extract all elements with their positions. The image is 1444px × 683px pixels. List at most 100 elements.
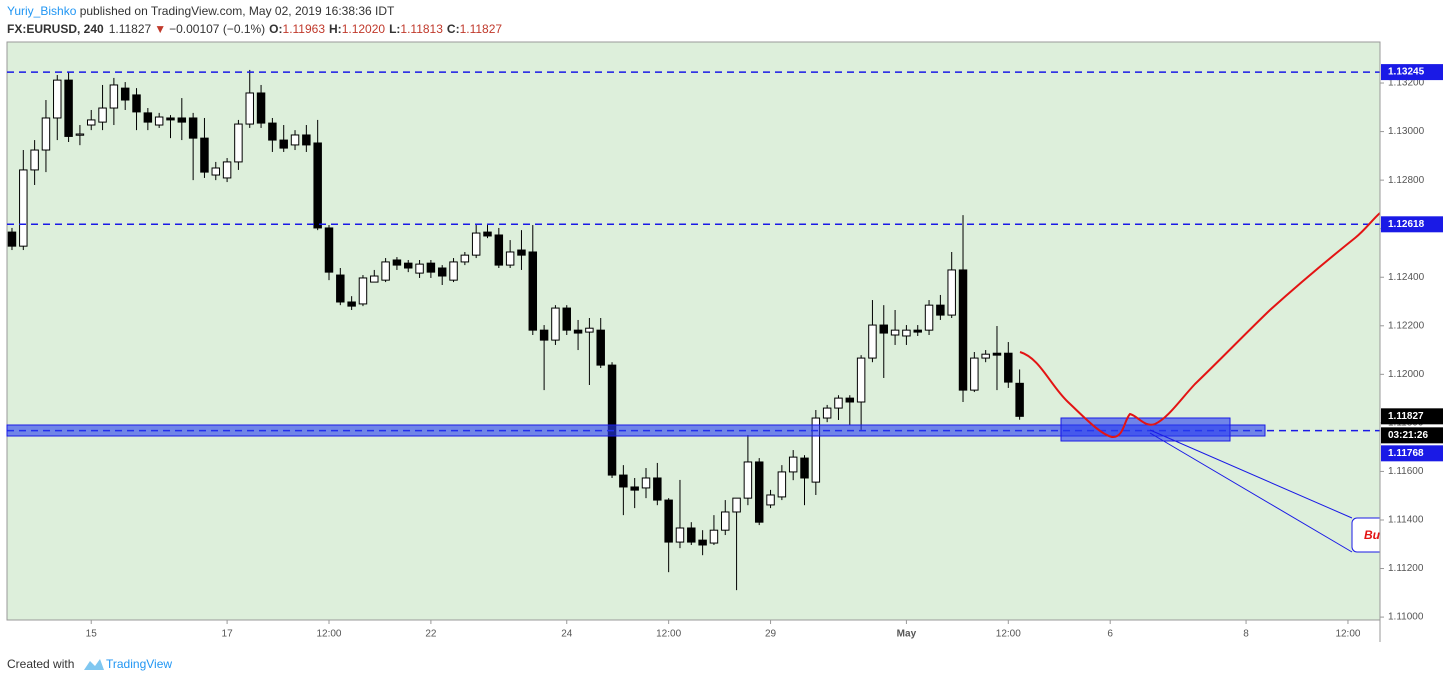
candle-body: [279, 139, 288, 149]
candle-body: [687, 527, 696, 543]
candle-body: [619, 474, 628, 488]
candle-body: [664, 499, 673, 543]
candle-body: [743, 461, 753, 499]
candle-body: [958, 269, 968, 391]
candle-body: [86, 119, 96, 126]
candle-body: [200, 137, 209, 173]
y-tick-label: 1.13200: [1388, 78, 1425, 89]
candle-body: [1015, 382, 1024, 417]
axes: 1.110001.112001.114001.116001.118001.120…: [86, 64, 1443, 640]
candle-body: [641, 477, 651, 489]
symbol: FX:EURUSD, 240: [7, 22, 104, 36]
candle-body: [732, 497, 741, 513]
support-zone: [6, 424, 1266, 437]
candle-body: [970, 357, 979, 391]
candle-body: [166, 117, 175, 121]
x-tick-label: 12:00: [996, 629, 1021, 640]
change: −0.00107 (−0.1%): [169, 22, 265, 36]
level-label-box: [1381, 445, 1443, 462]
projection-path: [1019, 212, 1381, 438]
candle-body: [188, 117, 198, 139]
level-label: 1.12618: [1388, 219, 1425, 230]
candle-body: [981, 353, 990, 359]
candle-body: [256, 92, 266, 124]
candle-body: [834, 397, 843, 409]
candle-body: [811, 417, 821, 483]
candle-body: [392, 259, 402, 266]
candle-body: [460, 254, 470, 263]
candle-body: [630, 486, 639, 491]
candle-body: [381, 261, 390, 281]
candle-body: [902, 329, 911, 337]
candle-body: [800, 457, 809, 479]
candle-body: [528, 251, 538, 331]
level-label-box: [1381, 64, 1443, 81]
candle-body: [721, 511, 730, 531]
y-tick-label: 1.11000: [1388, 612, 1424, 623]
candle-body: [290, 134, 300, 146]
y-tick-label: 1.12400: [1388, 272, 1425, 283]
candle-body: [120, 87, 130, 101]
candle-body: [30, 149, 39, 171]
candle-body: [766, 494, 775, 506]
x-tick-label: 8: [1243, 629, 1249, 640]
candle-body: [788, 456, 798, 473]
y-tick-label: 1.13000: [1388, 126, 1425, 137]
candle-body: [709, 529, 719, 544]
candle-body: [494, 234, 504, 266]
candle-body: [562, 307, 571, 331]
y-tick-label: 1.11200: [1388, 563, 1424, 574]
candle-body: [53, 79, 62, 119]
callout-connector: [1149, 429, 1353, 553]
candle-body: [109, 84, 119, 109]
candle-body: [1004, 352, 1013, 383]
candle-body: [426, 262, 436, 273]
ohlc-value: 1.12020: [342, 22, 386, 36]
y-tick-label: 1.11600: [1388, 466, 1424, 477]
candle-body: [675, 527, 685, 543]
candle-body: [222, 161, 232, 179]
candle-body: [98, 107, 107, 123]
candle-body: [75, 133, 85, 136]
candle-body: [483, 231, 492, 237]
candle-body: [539, 329, 549, 341]
candle-body: [324, 227, 334, 273]
price: 1.11827: [109, 22, 152, 36]
candle-body: [845, 397, 855, 403]
ohlc-key: L:: [389, 22, 400, 36]
ohlc-key: O:: [269, 22, 282, 36]
x-tick-label: 29: [765, 629, 777, 640]
candle-body: [822, 407, 832, 419]
candle-body: [41, 117, 51, 151]
candle-body: [936, 304, 945, 316]
y-tick-label: 1.12000: [1388, 369, 1425, 380]
candle-body: [302, 134, 311, 146]
price-axis: [1380, 42, 1444, 642]
arrow: ▼: [154, 22, 166, 36]
candle-body: [698, 539, 707, 546]
x-tick-label: May: [897, 629, 917, 640]
y-tick-label: 1.12800: [1388, 175, 1425, 186]
x-tick-label: 12:00: [1335, 629, 1360, 640]
candle-body: [404, 262, 413, 269]
x-tick-label: 24: [561, 629, 573, 640]
candle-body: [585, 327, 594, 333]
level-label: 1.13245: [1388, 67, 1425, 78]
candle-body: [358, 277, 368, 305]
candle-body: [211, 167, 221, 176]
last-price-label-box: [1381, 408, 1443, 425]
candle-body: [415, 263, 424, 274]
candle-body: [64, 79, 73, 137]
candle-body: [268, 122, 277, 141]
footer-brand: TradingView: [106, 657, 172, 671]
candle-body: [924, 304, 934, 331]
footer-text: Created with: [7, 657, 74, 671]
y-tick-label: 1.12200: [1388, 320, 1425, 331]
candle-body: [336, 274, 345, 303]
level-label: 1.11768: [1388, 448, 1424, 459]
candle-body: [856, 357, 866, 403]
candle-body: [890, 329, 900, 336]
candle-body: [437, 267, 447, 277]
candle-body: [19, 169, 28, 247]
